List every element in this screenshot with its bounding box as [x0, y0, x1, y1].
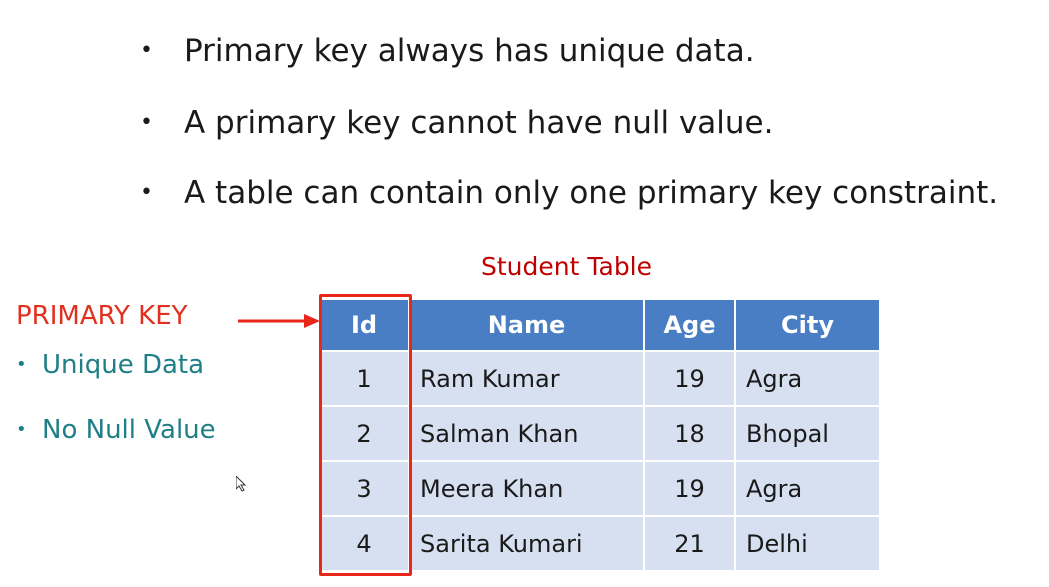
bullet-icon: • [16, 419, 27, 440]
cell-name: Salman Khan [410, 407, 643, 460]
bullet-item: • A primary key cannot have null value. [140, 103, 773, 143]
feature-text: No Null Value [42, 415, 216, 445]
column-header-age: Age [645, 300, 734, 350]
cell-city: Agra [736, 352, 879, 405]
cell-id: 2 [320, 407, 408, 460]
bullet-item: • Primary key always has unique data. [140, 31, 755, 71]
cell-name: Sarita Kumari [410, 517, 643, 570]
column-header-name: Name [410, 300, 643, 350]
cell-city: Bhopal [736, 407, 879, 460]
cell-name: Meera Khan [410, 462, 643, 515]
cell-age: 19 [645, 352, 734, 405]
mouse-cursor-icon [236, 476, 247, 492]
cell-id: 1 [320, 352, 408, 405]
primary-key-feature: • No Null Value [16, 415, 216, 445]
cell-id: 3 [320, 462, 408, 515]
bullet-icon: • [140, 110, 153, 135]
primary-key-label: PRIMARY KEY [16, 301, 188, 331]
cell-name: Ram Kumar [410, 352, 643, 405]
column-header-id: Id [320, 300, 408, 350]
cell-city: Agra [736, 462, 879, 515]
bullet-icon: • [16, 354, 27, 375]
feature-text: Unique Data [42, 350, 205, 380]
table-row: 4 Sarita Kumari 21 Delhi [320, 517, 879, 570]
table-row: 3 Meera Khan 19 Agra [320, 462, 879, 515]
arrow-right-icon [238, 314, 320, 328]
student-table: Id Name Age City 1 Ram Kumar 19 Agra 2 S… [318, 298, 881, 572]
bullet-text: Primary key always has unique data. [184, 33, 755, 69]
cell-age: 19 [645, 462, 734, 515]
cell-age: 21 [645, 517, 734, 570]
table-row: 1 Ram Kumar 19 Agra [320, 352, 879, 405]
cell-id: 4 [320, 517, 408, 570]
table-title: Student Table [481, 252, 653, 281]
primary-key-column-highlight [319, 294, 412, 576]
bullet-icon: • [140, 38, 153, 63]
table-header-row: Id Name Age City [320, 300, 879, 350]
bullet-icon: • [140, 180, 153, 205]
primary-key-feature: • Unique Data [16, 350, 204, 380]
table-row: 2 Salman Khan 18 Bhopal [320, 407, 879, 460]
bullet-item: • A table can contain only one primary ke… [140, 173, 998, 213]
cell-city: Delhi [736, 517, 879, 570]
bullet-text: A primary key cannot have null value. [184, 105, 774, 141]
column-header-city: City [736, 300, 879, 350]
cell-age: 18 [645, 407, 734, 460]
bullet-text: A table can contain only one primary key… [184, 175, 999, 211]
